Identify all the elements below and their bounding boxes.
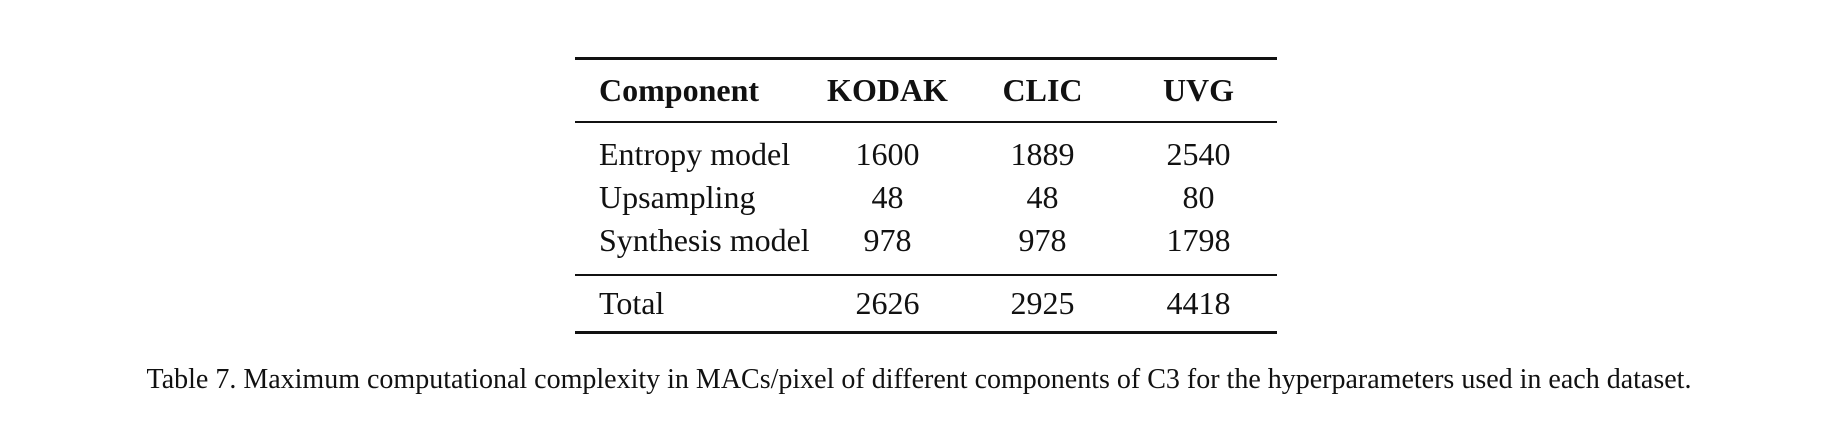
table-row-upsampling: Upsampling 48 48 80 [575,176,1277,219]
cell-clic: 978 [1018,222,1067,258]
cell-uvg: 1798 [1166,222,1231,258]
table-row-total: Total 2626 2925 4418 [575,275,1277,333]
table-caption: Table 7. Maximum computational complexit… [146,364,1692,395]
header-kodak: KODAK [827,72,948,108]
row-label: Entropy model [599,136,791,172]
table-row-entropy-model: Entropy model 1600 1889 2540 [575,122,1277,176]
cell-uvg: 4418 [1166,285,1231,321]
cell-clic: 1889 [1010,136,1075,172]
complexity-table: Component KODAK CLIC UVG Entropy model 1… [575,57,1277,334]
row-label: Synthesis model [599,222,810,258]
cell-kodak: 2626 [855,285,920,321]
cell-uvg: 2540 [1166,136,1231,172]
header-component: Component [599,72,760,108]
cell-kodak: 48 [871,179,904,215]
table-row-synthesis-model: Synthesis model 978 978 1798 [575,219,1277,275]
header-uvg: UVG [1162,72,1235,108]
cell-clic: 2925 [1010,285,1075,321]
cell-kodak: 1600 [855,136,920,172]
row-label: Total [599,285,665,321]
header-clic: CLIC [1002,72,1083,108]
row-label: Upsampling [599,179,756,215]
cell-uvg: 80 [1182,179,1215,215]
cell-clic: 48 [1026,179,1059,215]
cell-kodak: 978 [863,222,912,258]
header-row: Component KODAK CLIC UVG [575,58,1277,122]
complexity-table-container: Component KODAK CLIC UVG Entropy model 1… [575,57,1277,334]
